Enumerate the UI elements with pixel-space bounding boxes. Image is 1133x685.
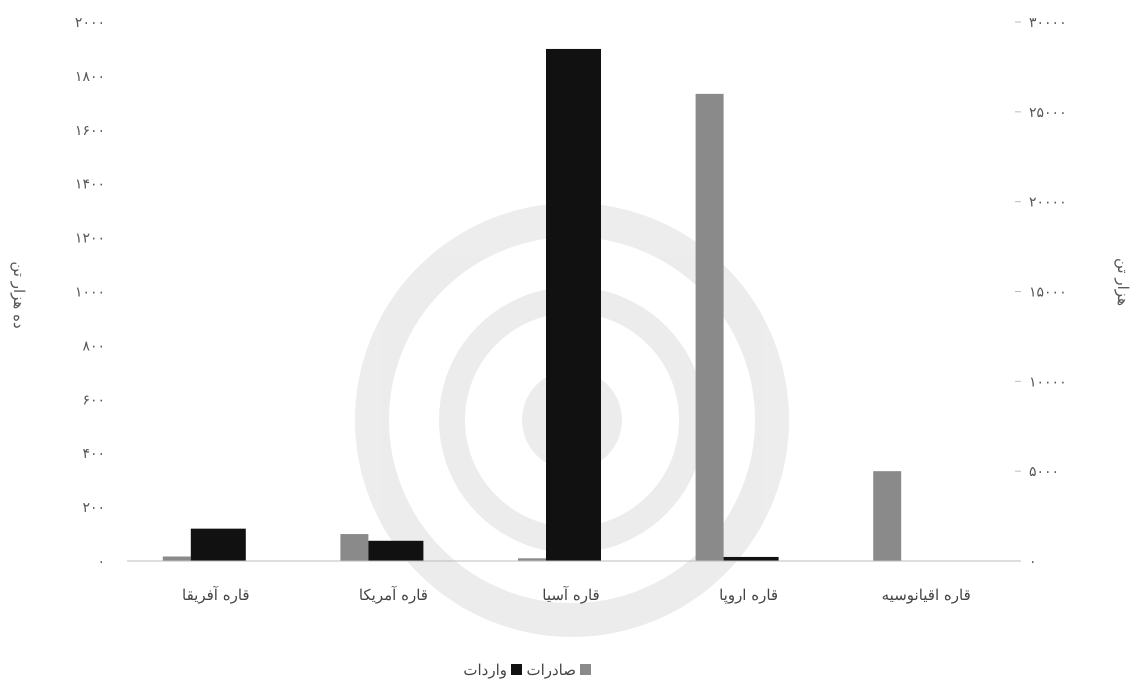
bar-exports (340, 534, 369, 561)
bar-imports (368, 540, 424, 561)
bar-exports (518, 558, 546, 561)
bar-exports (695, 93, 724, 561)
right-y-tick-label: ۵۰۰۰ (1029, 464, 1059, 480)
left-y-tick-label: ۱۸۰۰ (75, 69, 105, 85)
legend: صادرات واردات (463, 661, 591, 679)
right-y-axis-title: هزار تن (1114, 258, 1132, 306)
legend-swatch-exports (580, 664, 591, 675)
right-y-tick-label: ۱۵۰۰۰ (1029, 285, 1067, 301)
bar-exports (873, 471, 902, 561)
bar-imports (190, 528, 246, 561)
left-y-tick-label: ۴۰۰ (82, 446, 105, 462)
left-y-tick-label: ۱۶۰۰ (75, 123, 105, 139)
x-category-label: قاره آفریقا (182, 586, 250, 604)
x-category-label: قاره اقیانوسیه (882, 586, 971, 604)
x-category-label: قاره آمریکا (359, 586, 428, 604)
left-y-tick-label: ۸۰۰ (82, 338, 105, 354)
x-category-label: قاره آسیا (542, 586, 599, 604)
legend-label-exports: صادرات (526, 661, 576, 679)
left-y-tick-label: ۱۰۰۰ (75, 285, 105, 301)
left-y-axis-ticks: ۰ ۲۰۰ ۴۰۰ ۶۰۰ ۸۰۰ ۱۰۰۰ ۱۲۰۰ ۱۴۰۰ ۱۶۰۰ ۱۸۰۰ ۲۰۰۰ (75, 15, 105, 570)
left-y-tick-label: ۱۲۰۰ (75, 231, 105, 247)
legend-swatch-imports (511, 664, 522, 675)
right-y-tick-label: ۰ (1029, 554, 1037, 570)
bars-layer (162, 48, 902, 561)
right-y-axis-ticks: ۰ ۵۰۰۰ ۱۰۰۰۰ ۱۵۰۰۰ ۲۰۰۰۰ ۲۵۰۰۰ ۳۰۰۰۰ (1015, 15, 1067, 570)
left-y-tick-label: ۰ (97, 554, 105, 570)
right-y-tick-label: ۲۰۰۰۰ (1029, 195, 1067, 211)
right-y-tick-label: ۲۵۰۰۰ (1029, 105, 1067, 121)
left-y-tick-label: ۲۰۰۰ (75, 15, 105, 31)
legend-label-imports: واردات (463, 661, 507, 679)
x-category-label: قاره اروپا (719, 586, 778, 604)
x-axis-category-labels: قاره آفریقا قاره آمریکا قاره آسیا قاره اروپ… (182, 586, 971, 604)
left-y-axis-title: ده هزار تن (10, 261, 28, 328)
left-y-tick-label: ۲۰۰ (82, 500, 105, 516)
left-y-tick-label: ۶۰۰ (82, 392, 105, 408)
left-y-tick-label: ۱۴۰۰ (75, 177, 105, 193)
right-y-tick-label: ۱۰۰۰۰ (1029, 374, 1067, 390)
bar-imports (546, 48, 601, 561)
bar-exports (162, 556, 191, 561)
right-y-tick-label: ۳۰۰۰۰ (1029, 15, 1067, 31)
bar-imports (723, 556, 779, 561)
